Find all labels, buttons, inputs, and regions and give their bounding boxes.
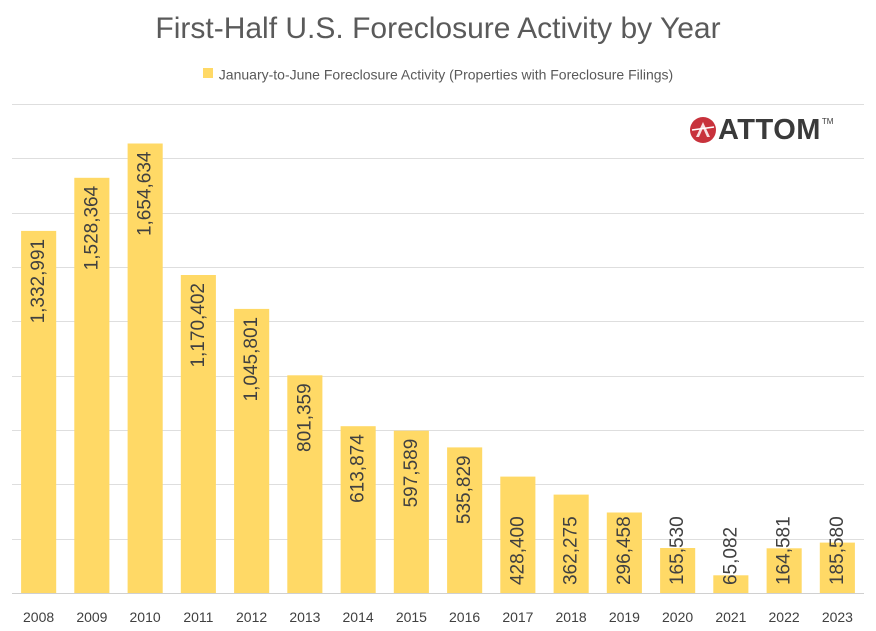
bar: [660, 548, 696, 593]
x-tick-label: 2019: [609, 609, 640, 625]
bar-value-label: 185,580: [827, 516, 848, 585]
bar: [553, 494, 589, 593]
bar-value-label: 597,589: [401, 439, 422, 508]
bar-value-label: 1,528,364: [81, 185, 102, 270]
bar-value-label: 1,045,801: [241, 317, 262, 402]
bar-value-label: 65,082: [720, 527, 741, 585]
x-tick-labels: 2008 2009 2010 2011 2012 2013 2014 2015 2016 2017…: [23, 609, 853, 625]
logo-trademark: TM: [821, 117, 834, 126]
bar-value-label: 1,332,991: [28, 239, 49, 324]
chart-title: First-Half U.S. Foreclosure Activity by …: [155, 12, 721, 45]
x-tick-label: 2021: [715, 609, 746, 625]
bar: [180, 275, 216, 593]
bar: [766, 548, 802, 593]
x-tick-label: 2008: [23, 609, 54, 625]
x-tick-label: 2015: [396, 609, 427, 625]
bar-value-label: 296,458: [614, 516, 635, 585]
bars: [21, 143, 855, 594]
bar-value-label: 362,275: [561, 516, 582, 585]
bar: [234, 308, 270, 593]
bar-value-label: 801,359: [294, 383, 315, 452]
x-tick-label: 2011: [183, 609, 213, 625]
bar: [21, 230, 57, 593]
x-tick-label: 2012: [236, 609, 267, 625]
legend-swatch: [202, 68, 213, 79]
x-tick-label: 2010: [130, 609, 161, 625]
bar: [287, 375, 323, 593]
x-tick-label: 2017: [502, 609, 533, 625]
bar-value-label: 165,530: [667, 516, 688, 585]
x-tick-label: 2018: [556, 609, 587, 625]
logo-wordmark: ATTOM: [718, 114, 821, 146]
bar: [447, 447, 483, 593]
bar-value-label: 1,654,634: [135, 151, 156, 236]
bar-value-label: 613,874: [348, 434, 369, 503]
bar: [127, 143, 163, 593]
bar-value-labels: 1,332,991 1,528,364 1,654,634 1,170,402 1,04…: [28, 151, 848, 585]
bar: [500, 476, 536, 593]
bar-value-label: 1,170,402: [188, 283, 209, 368]
chart-legend: January-to-June Foreclosure Activity (Pr…: [0, 65, 876, 82]
x-tick-label: 2014: [343, 609, 374, 625]
attom-logo-icon: [690, 117, 716, 143]
bar: [74, 177, 110, 594]
x-tick-label: 2020: [662, 609, 693, 625]
x-tick-label: 2023: [822, 609, 853, 625]
bar: [606, 512, 642, 593]
x-tick-label: 2013: [289, 609, 320, 625]
bar: [340, 426, 376, 593]
x-tick-label: 2009: [76, 609, 107, 625]
legend-label: January-to-June Foreclosure Activity (Pr…: [218, 66, 674, 83]
bar-value-label: 164,581: [774, 516, 795, 585]
x-tick-label: 2016: [449, 609, 480, 625]
bar: [393, 430, 429, 593]
x-tick-label: 2022: [769, 609, 800, 625]
attom-logo: ATTOM TM: [688, 114, 833, 146]
bar: [713, 575, 749, 593]
bar-value-label: 535,829: [454, 455, 475, 524]
bar-value-label: 428,400: [507, 516, 528, 585]
bar: [819, 542, 855, 593]
